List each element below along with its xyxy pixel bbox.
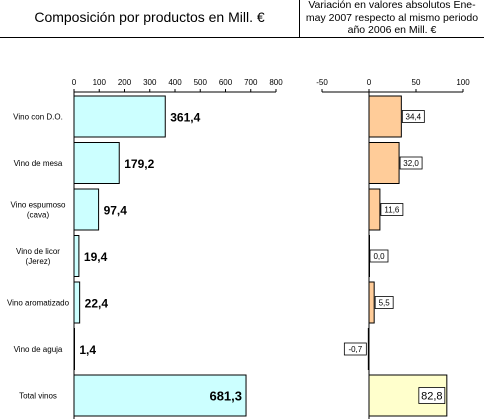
category-label: Vino con D.O. xyxy=(13,113,63,122)
left-value-label: 361,4 xyxy=(170,111,200,125)
right-bar xyxy=(367,328,370,370)
category-label: Total vinos xyxy=(19,392,57,401)
left-bar xyxy=(73,142,120,184)
right-value-label: 82,8 xyxy=(421,391,442,403)
right-value-label: 11,6 xyxy=(384,206,400,215)
right-value-box xyxy=(369,249,389,263)
right-x-tick-label: -50 xyxy=(316,78,328,87)
left-x-tick-label: 300 xyxy=(143,78,157,87)
left-x-tick-label: 600 xyxy=(219,78,233,87)
left-x-tick-label: 700 xyxy=(244,78,258,87)
right-x-tick-label: 0 xyxy=(367,78,372,87)
right-x-tick-label: 50 xyxy=(412,78,421,87)
left-value-label: 681,3 xyxy=(209,389,242,404)
left-x-tick-label: 500 xyxy=(194,78,208,87)
right-bar xyxy=(368,188,381,231)
right-value-label: 5,5 xyxy=(379,299,391,308)
left-value-label: 1,4 xyxy=(79,343,96,357)
category-label: (Jerez) xyxy=(26,257,51,266)
right-value-label: -0,7 xyxy=(348,345,362,354)
right-value-box xyxy=(399,156,423,170)
left-bar xyxy=(73,235,80,277)
left-header-cell: Composición por productos en Mill. € xyxy=(0,0,300,38)
category-label: Vino espumoso xyxy=(11,201,67,210)
left-x-tick-label: 100 xyxy=(93,78,107,87)
right-bar xyxy=(368,142,400,184)
right-x-tick-label: 100 xyxy=(456,78,470,87)
right-chart-title: Variación en valores absolutos Ene-may 2… xyxy=(305,0,479,36)
category-label: Vino aromatizado xyxy=(7,299,70,308)
category-label: Vino de licor xyxy=(16,247,60,256)
right-value-box xyxy=(418,387,446,404)
right-value-label: 34,4 xyxy=(406,113,422,122)
right-value-box xyxy=(343,342,367,356)
left-x-tick-label: 400 xyxy=(168,78,182,87)
right-header-cell: Variación en valores absolutos Ene-may 2… xyxy=(300,0,484,38)
left-value-label: 97,4 xyxy=(104,204,128,218)
left-x-tick-label: 0 xyxy=(72,78,77,87)
left-x-tick-label: 200 xyxy=(118,78,132,87)
right-value-label: 0,0 xyxy=(373,252,385,261)
right-bar xyxy=(368,281,375,324)
left-value-label: 22,4 xyxy=(85,297,109,311)
category-label: Vino de aguja xyxy=(14,345,63,354)
left-bar xyxy=(73,188,100,231)
category-label: (cava) xyxy=(27,211,50,220)
left-bar xyxy=(73,328,75,370)
left-chart-title: Composición por productos en Mill. € xyxy=(34,9,265,25)
left-x-tick-label: 800 xyxy=(269,78,283,87)
right-value-box xyxy=(401,110,425,123)
right-bar xyxy=(368,95,402,138)
left-bar xyxy=(73,95,166,138)
right-value-box xyxy=(374,296,394,309)
left-value-label: 19,4 xyxy=(84,250,108,264)
right-bar xyxy=(368,235,370,277)
left-bar xyxy=(73,374,247,417)
right-value-box xyxy=(380,203,404,216)
right-value-label: 32,0 xyxy=(403,159,419,168)
left-bar xyxy=(73,281,81,324)
left-value-label: 179,2 xyxy=(124,157,154,171)
category-label: Vino de mesa xyxy=(14,159,63,168)
